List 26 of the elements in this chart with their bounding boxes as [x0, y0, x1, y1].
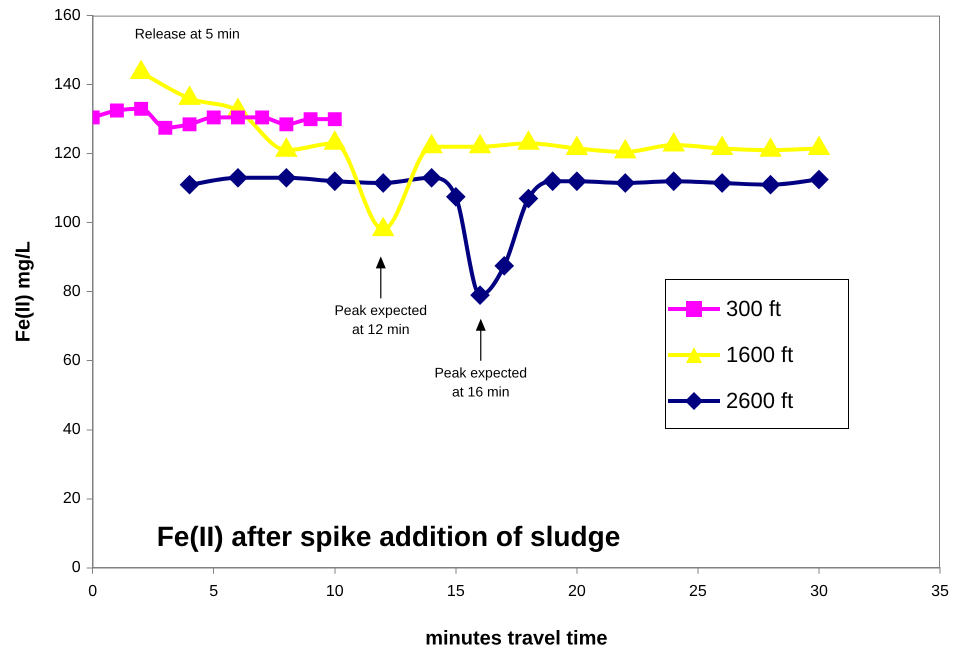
- legend-label: 2600 ft: [726, 388, 794, 414]
- y-tick-label: 20: [62, 490, 81, 508]
- legend-label: 1600 ft: [726, 342, 794, 368]
- x-tick-label: 25: [689, 582, 707, 600]
- y-tick-label: 0: [72, 559, 81, 576]
- x-tick-label: 30: [810, 582, 828, 600]
- x-tick-label: 5: [209, 582, 218, 600]
- legend-label: 300 ft: [726, 296, 782, 322]
- y-tick-label: 100: [54, 214, 81, 232]
- y-tick-label: 120: [54, 145, 81, 162]
- annotation: Release at 5 min: [134, 25, 240, 42]
- x-axis-title: minutes travel time: [425, 628, 608, 650]
- annotation: Peak expected at 16 min: [434, 364, 528, 400]
- x-tick-label: 35: [931, 582, 949, 600]
- x-tick-label: 15: [446, 582, 465, 600]
- y-tick-label: 60: [62, 352, 81, 370]
- x-tick-label: 0: [88, 582, 98, 600]
- y-tick-label: 160: [54, 7, 81, 24]
- x-tick-label: 10: [326, 582, 344, 600]
- y-axis-title: Fe(II) mg/L: [12, 241, 35, 342]
- x-tick-label: 20: [568, 582, 586, 600]
- y-tick-label: 40: [62, 421, 81, 438]
- y-tick-label: 80: [62, 283, 81, 300]
- text: Fe(II) after spike addition of sludge: [156, 520, 620, 552]
- y-tick-label: 140: [54, 76, 81, 94]
- annotation: Peak expected at 12 min: [334, 302, 428, 338]
